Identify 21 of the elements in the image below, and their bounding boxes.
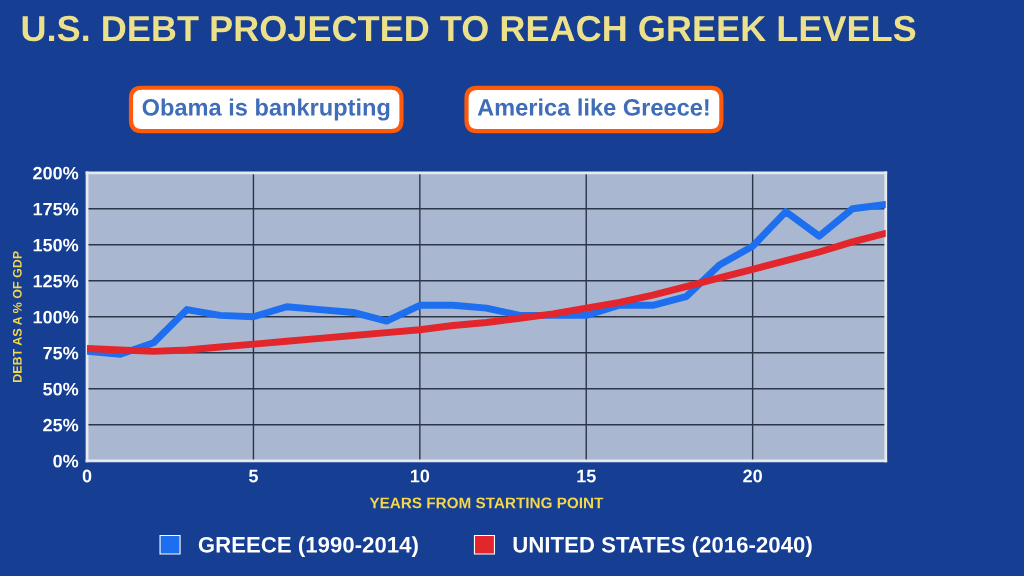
y-tick-label: 125% bbox=[33, 274, 79, 288]
x-tick-label: 20 bbox=[743, 469, 762, 483]
x-tick-label: 15 bbox=[577, 469, 596, 483]
y-tick-label: 100% bbox=[33, 310, 79, 324]
y-tick-label: 50% bbox=[43, 382, 79, 396]
x-tick-label: 5 bbox=[248, 469, 258, 483]
y-tick-label: 200% bbox=[33, 166, 79, 180]
legend-label: GREECE (1990-2014) bbox=[198, 536, 418, 558]
x-axis-title: YEARS FROM STARTING POINT bbox=[369, 497, 604, 509]
y-axis-title: DEBT AS A % OF GDP bbox=[12, 251, 22, 382]
legend-label: UNITED STATES (2016-2040) bbox=[513, 536, 812, 558]
y-tick-label: 75% bbox=[43, 346, 79, 360]
x-tick-label: 10 bbox=[410, 469, 430, 483]
y-tick-label: 150% bbox=[33, 238, 79, 252]
y-tick-label: 25% bbox=[43, 418, 79, 432]
x-tick-label: 0 bbox=[82, 469, 92, 483]
y-tick-label: 175% bbox=[33, 202, 79, 216]
text: Obama is bankrupting bbox=[142, 98, 390, 121]
text: America like Greece! bbox=[477, 98, 709, 116]
y-tick-label: 0% bbox=[53, 454, 79, 468]
chart-title: U.S. DEBT PROJECTED TO REACH GREEK LEVELS bbox=[22, 15, 916, 42]
